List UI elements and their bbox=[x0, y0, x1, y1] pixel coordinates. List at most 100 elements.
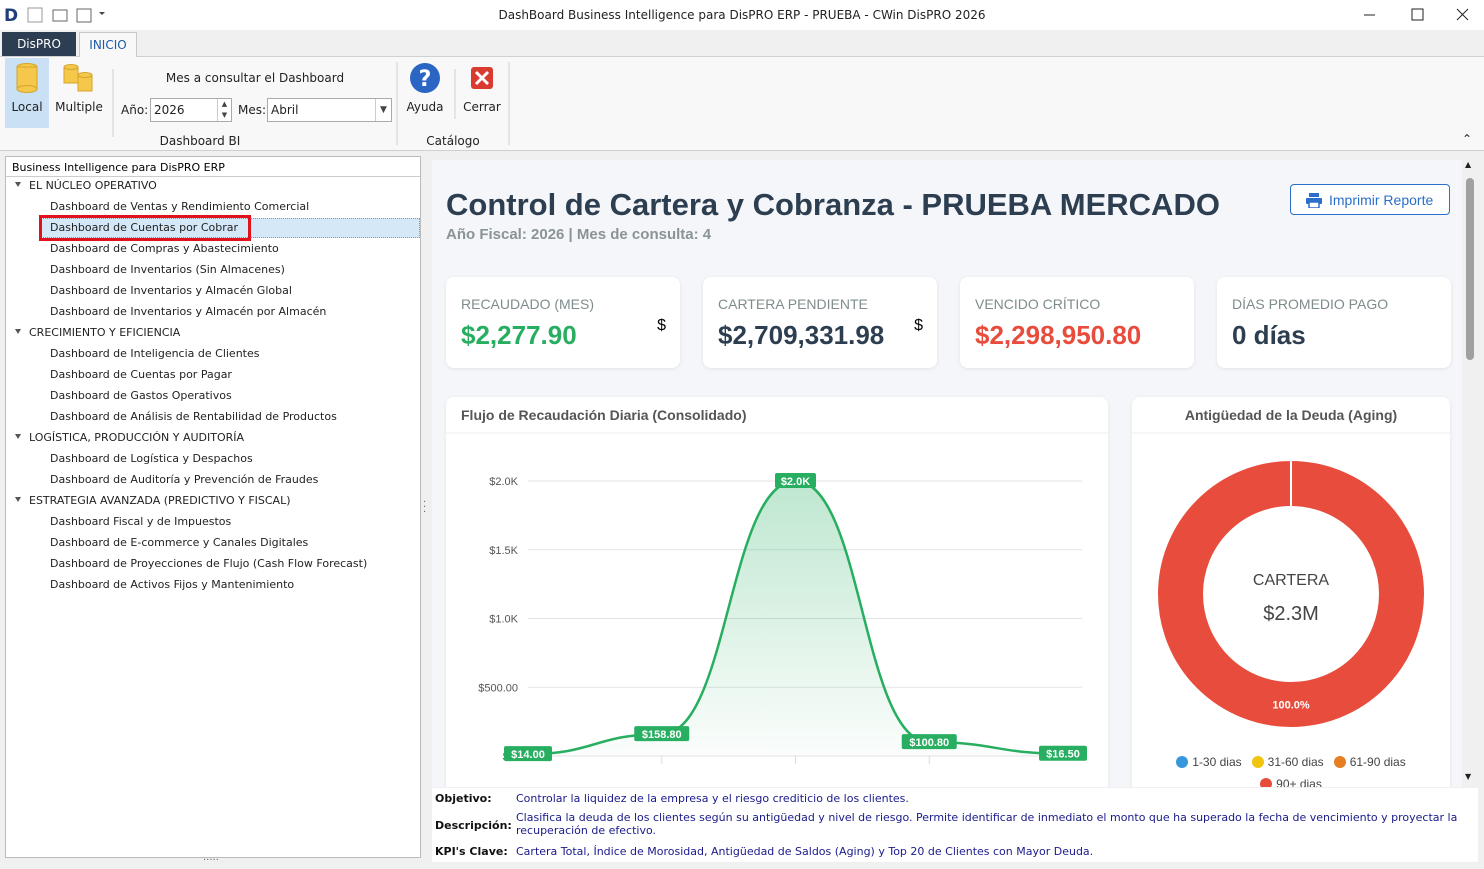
collapse-ribbon[interactable]: ⌃ bbox=[1462, 132, 1473, 146]
info-label: KPI's Clave: bbox=[435, 845, 508, 858]
info-label: Descripción: bbox=[435, 819, 512, 832]
icon-shape: $ bbox=[657, 317, 666, 334]
ribbon-group-label: Catálogo bbox=[426, 134, 480, 148]
ribbon bbox=[0, 57, 1484, 151]
scroll-down[interactable]: ▼ bbox=[1465, 772, 1472, 781]
data-label-bg bbox=[634, 726, 690, 742]
tree-expander bbox=[15, 434, 21, 439]
year-label: Año: bbox=[121, 103, 149, 117]
tree-panel: Business Intelligence para DisPRO ERP EL … bbox=[5, 156, 421, 858]
tree-expander bbox=[15, 497, 21, 502]
kpi-value: $2,277.90 bbox=[461, 320, 577, 350]
data-label: $14.00 bbox=[511, 749, 545, 761]
tree-item[interactable]: Dashboard de Gastos Operativos bbox=[50, 389, 232, 402]
ribbon-button-label[interactable]: Local bbox=[11, 100, 43, 114]
y-tick-label: $1.0K bbox=[489, 614, 518, 626]
year-value: 2026 bbox=[154, 103, 185, 117]
ribbon-button-label[interactable]: Cerrar bbox=[463, 100, 501, 114]
tree-group: EL NÚCLEO OPERATIVO bbox=[29, 179, 157, 192]
tree-expander bbox=[15, 182, 21, 187]
kpi-value: $2,298,950.80 bbox=[975, 320, 1142, 350]
data-label-bg bbox=[901, 734, 957, 750]
tree-item[interactable]: Dashboard de Cuentas por Pagar bbox=[50, 368, 232, 381]
info-text: Cartera Total, Índice de Morosidad, Anti… bbox=[516, 845, 1094, 858]
month-caption: Mes a consultar el Dashboard bbox=[165, 71, 345, 85]
tree-item[interactable]: Dashboard de Inventarios (Sin Almacenes) bbox=[50, 263, 285, 276]
legend-item[interactable]: 31-60 dias bbox=[1251, 755, 1324, 769]
scroll-thumb[interactable] bbox=[1466, 178, 1474, 360]
data-label-bg bbox=[775, 473, 816, 488]
ribbon-button-label[interactable]: Multiple bbox=[55, 100, 103, 114]
data-label: $16.50 bbox=[1046, 749, 1080, 761]
tree-item[interactable]: Dashboard de Ventas y Rendimiento Comerc… bbox=[50, 200, 310, 213]
svg-text:D: D bbox=[4, 6, 18, 26]
quick-access: D bbox=[4, 6, 105, 26]
data-label-bg bbox=[1039, 745, 1087, 761]
legend-label: 90+ dias bbox=[1276, 777, 1322, 787]
year-input[interactable]: 2026 ▲ ▼ bbox=[150, 98, 232, 122]
kpi-card: CARTERA PENDIENTE $2,709,331.98 $ bbox=[703, 277, 937, 368]
ribbon-button-label[interactable]: Ayuda bbox=[406, 100, 444, 114]
splitter[interactable]: ····· bbox=[203, 855, 219, 866]
kpi-value: 0 días bbox=[1232, 320, 1306, 350]
tree-item[interactable]: Dashboard Fiscal y de Impuestos bbox=[50, 515, 232, 528]
legend-label: 1-30 dias bbox=[1192, 755, 1242, 769]
month-select[interactable]: Abril ▼ bbox=[267, 98, 392, 122]
tree-item[interactable]: Dashboard de Compras y Abastecimiento bbox=[50, 242, 279, 255]
spinner[interactable]: ▲ ▼ bbox=[217, 99, 231, 121]
kpi-label: DÍAS PROMEDIO PAGO bbox=[1232, 296, 1389, 312]
print-button[interactable]: Imprimir Reporte bbox=[1290, 184, 1450, 215]
tree-item[interactable]: Dashboard de E-commerce y Canales Digita… bbox=[50, 536, 309, 549]
charts: Flujo de Recaudación Diaria (Consolidado… bbox=[446, 407, 1450, 764]
month-value: Abril bbox=[271, 103, 299, 117]
window-title: DashBoard Business Intelligence para Dis… bbox=[498, 8, 986, 22]
scrollbar[interactable]: ▲ ▼ bbox=[1462, 160, 1478, 787]
kpi-card: RECAUDADO (MES) $2,277.90 $ bbox=[446, 277, 680, 368]
tree-item[interactable]: Dashboard de Auditoría y Prevención de F… bbox=[50, 473, 319, 486]
chart-title: Flujo de Recaudación Diaria (Consolidado… bbox=[461, 407, 746, 423]
ribbon-icons: ? bbox=[16, 62, 510, 145]
legend-item[interactable]: 1-30 dias bbox=[1176, 755, 1242, 769]
data-label: $100.80 bbox=[909, 737, 949, 749]
print-button-label: Imprimir Reporte bbox=[1329, 192, 1434, 208]
tree-item[interactable]: Dashboard de Proyecciones de Flujo (Cash… bbox=[50, 557, 368, 570]
legend-swatch bbox=[1251, 756, 1264, 768]
dashboard-title: Control de Cartera y Cobranza - PRUEBA M… bbox=[446, 187, 1220, 222]
tree-item[interactable]: Dashboard de Cuentas por Cobrar bbox=[50, 221, 239, 234]
tree-group: LOGÍSTICA, PRODUCCIÓN Y AUDITORÍA bbox=[29, 431, 245, 444]
y-tick-label: $2.0K bbox=[489, 476, 518, 488]
scroll-up[interactable]: ▲ bbox=[1465, 160, 1472, 169]
dropdown-arrow[interactable]: ▼ bbox=[375, 99, 391, 121]
window-controls[interactable] bbox=[1350, 0, 1484, 30]
data-label: 100.0% bbox=[1272, 700, 1310, 712]
tree-item[interactable]: Dashboard de Análisis de Rentabilidad de… bbox=[50, 410, 337, 423]
tree-item[interactable]: Dashboard de Activos Fijos y Mantenimien… bbox=[50, 578, 295, 591]
kpi-value: $2,709,331.98 bbox=[718, 320, 885, 350]
tab[interactable]: DisPRO bbox=[2, 32, 76, 56]
tab-active[interactable]: INICIO bbox=[79, 32, 137, 58]
center-value: $2.3M bbox=[1263, 603, 1319, 625]
legend-item[interactable]: 90+ dias bbox=[1260, 777, 1322, 787]
kpi-label: VENCIDO CRÍTICO bbox=[975, 296, 1101, 312]
info-panel: Objetivo: Controlar la liquidez de la emp… bbox=[432, 788, 1478, 862]
tree-expander bbox=[15, 329, 21, 334]
tree-item[interactable]: Dashboard de Inventarios y Almacén Globa… bbox=[50, 284, 292, 297]
ribbon-group-label: Dashboard BI bbox=[159, 134, 241, 148]
month-label: Mes: bbox=[238, 103, 267, 117]
legend-label: 31-60 dias bbox=[1267, 755, 1324, 769]
icon-shape: $ bbox=[914, 317, 923, 334]
icon-shape: $ bbox=[914, 317, 923, 334]
tree-item[interactable]: Dashboard de Logística y Despachos bbox=[50, 452, 253, 465]
dashboard-subtitle: Año Fiscal: 2026 | Mes de consulta: 4 bbox=[446, 226, 712, 243]
tree-item[interactable]: Dashboard de Inteligencia de Clientes bbox=[50, 347, 260, 360]
legend-item[interactable]: 61-90 dias bbox=[1333, 755, 1406, 769]
chart-title: Antigüedad de la Deuda (Aging) bbox=[1185, 407, 1397, 423]
center-label: CARTERA bbox=[1253, 572, 1329, 589]
icon-shape: $ bbox=[657, 317, 666, 334]
tab-row bbox=[0, 30, 1484, 57]
tree-item[interactable]: Dashboard de Inventarios y Almacén por A… bbox=[50, 305, 327, 318]
kpi-icon: $ bbox=[657, 317, 666, 335]
legend-swatch bbox=[1260, 778, 1273, 787]
print-icon bbox=[1306, 193, 1322, 208]
splitter[interactable]: · · · bbox=[423, 497, 427, 518]
